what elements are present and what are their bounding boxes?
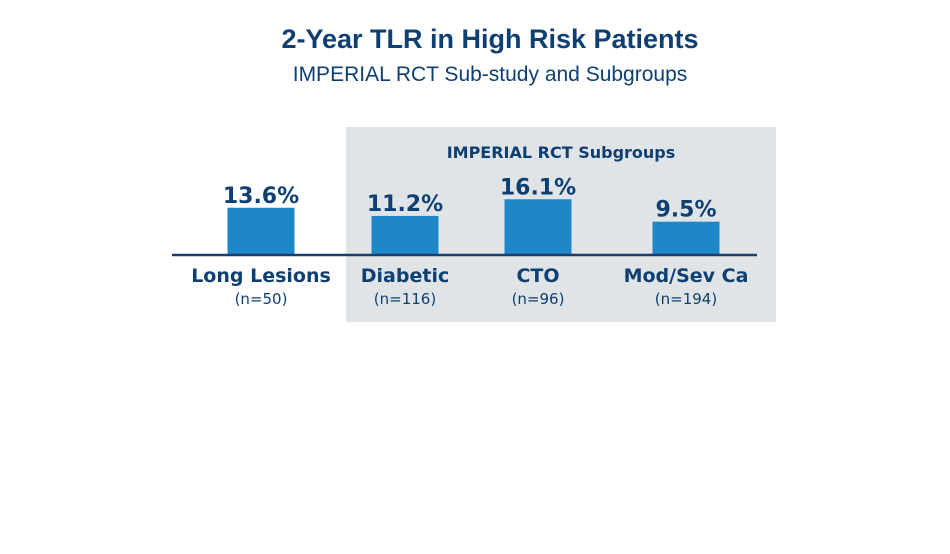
category-label: Diabetic bbox=[361, 265, 449, 287]
n-label: (n=194) bbox=[655, 290, 717, 308]
category-label: Long Lesions bbox=[191, 265, 331, 287]
n-label: (n=96) bbox=[512, 290, 565, 308]
value-label: 16.1% bbox=[500, 175, 576, 200]
subgroup-label: IMPERIAL RCT Subgroups bbox=[447, 143, 676, 162]
bar-0 bbox=[227, 207, 295, 254]
bar-1 bbox=[371, 215, 439, 254]
value-label: 13.6% bbox=[223, 184, 299, 209]
bar-2 bbox=[504, 199, 572, 254]
category-label: Mod/Sev Ca bbox=[624, 265, 749, 287]
category-label: CTO bbox=[516, 265, 559, 287]
n-label: (n=116) bbox=[374, 290, 436, 308]
chart-subtitle: IMPERIAL RCT Sub-study and Subgroups bbox=[292, 63, 688, 86]
value-label: 11.2% bbox=[367, 192, 443, 217]
n-label: (n=50) bbox=[235, 290, 288, 308]
bar-3 bbox=[652, 221, 720, 254]
value-label: 9.5% bbox=[655, 198, 716, 223]
chart-title: 2-Year TLR in High Risk Patients bbox=[281, 24, 699, 54]
